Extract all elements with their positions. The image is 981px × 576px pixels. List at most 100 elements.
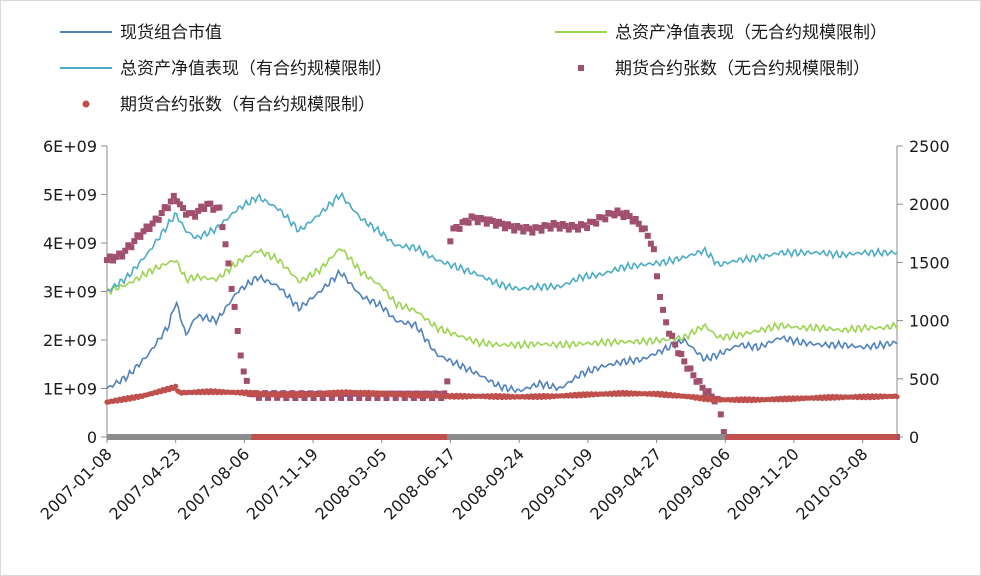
futures-contracts-point xyxy=(471,214,478,221)
futures-contracts-point xyxy=(365,395,372,401)
futures-contracts-point xyxy=(720,429,727,435)
futures-contracts-point xyxy=(699,384,706,391)
futures-contracts-point xyxy=(104,257,110,264)
futures-contracts-point xyxy=(657,294,663,300)
series-1 xyxy=(106,268,898,394)
futures-contracts-point xyxy=(338,395,344,401)
futures-contracts-point xyxy=(189,210,196,217)
zero-band-gray xyxy=(107,434,897,440)
futures-contracts-point xyxy=(666,330,673,337)
futures-contracts-point xyxy=(602,216,609,223)
futures-contracts-point xyxy=(502,225,508,232)
y-tick-label: 2E+09 xyxy=(43,331,97,350)
zero-contracts-band xyxy=(107,434,897,440)
y2-tick-label: 500 xyxy=(909,370,940,389)
futures-contracts-point xyxy=(620,214,627,221)
futures-contracts-point xyxy=(374,395,381,401)
futures-contracts-point xyxy=(508,223,515,230)
futures-contracts-point xyxy=(447,238,454,245)
futures-contracts-point xyxy=(553,221,560,228)
futures-contracts-point xyxy=(201,206,208,212)
y-tick-label: 3E+09 xyxy=(43,283,97,302)
futures-contracts-point xyxy=(161,204,168,211)
futures-contracts-point xyxy=(310,395,317,401)
futures-contracts-point xyxy=(347,395,354,401)
futures-contracts-point xyxy=(453,224,460,230)
futures-contracts-limited-point xyxy=(173,383,179,389)
futures-contracts-point xyxy=(243,377,250,384)
futures-contracts-point xyxy=(152,215,159,222)
futures-contracts-point xyxy=(465,219,472,226)
futures-contracts-point xyxy=(635,220,642,227)
futures-contracts-point xyxy=(195,207,202,214)
legend-swatch-dot xyxy=(82,100,90,108)
futures-contracts-point xyxy=(605,210,612,216)
futures-contracts-point xyxy=(623,209,630,216)
futures-contracts-point xyxy=(517,224,524,231)
futures-contracts-point xyxy=(581,222,587,229)
futures-contracts-point xyxy=(234,328,241,334)
futures-contracts-point xyxy=(499,220,505,227)
futures-contracts-point xyxy=(672,341,679,348)
futures-contracts-point xyxy=(210,206,217,213)
legend-label: 总资产净值表现（有合约规模限制） xyxy=(120,59,392,79)
y-tick-label: 5E+09 xyxy=(43,186,97,205)
legend-entry-4: 期货合约张数（无合约规模限制） xyxy=(578,59,870,79)
futures-contracts-point xyxy=(207,200,214,207)
futures-contracts-point xyxy=(687,365,694,372)
futures-contracts-point xyxy=(684,365,691,372)
futures-contracts-point xyxy=(474,219,481,226)
futures-contracts-point xyxy=(328,395,335,401)
futures-contracts-point xyxy=(641,225,648,232)
futures-contracts-point xyxy=(240,368,247,375)
futures-contracts-point xyxy=(110,257,117,264)
futures-contracts-point xyxy=(146,226,153,232)
y-tick-label: 6E+09 xyxy=(43,137,97,156)
futures-contracts-point xyxy=(222,241,229,248)
futures-contracts-point xyxy=(690,372,697,379)
futures-contracts-point xyxy=(678,351,685,357)
legend-entry-1: 现货组合市值 xyxy=(60,23,222,43)
legend-entry-2: 总资产净值表现（无合约规模限制） xyxy=(555,23,887,43)
futures-contracts-point xyxy=(547,225,554,232)
series-line xyxy=(106,268,898,394)
futures-contracts-point xyxy=(468,213,475,220)
y2-tick-label: 1000 xyxy=(909,312,950,331)
series-line xyxy=(106,247,898,350)
futures-contracts-point xyxy=(541,222,548,229)
futures-contracts-point xyxy=(520,228,527,235)
y-tick-label: 1E+09 xyxy=(43,380,97,399)
futures-contracts-point xyxy=(492,222,499,229)
legend-label: 期货合约张数（无合约规模限制） xyxy=(615,59,870,79)
zero-band-segment-2 xyxy=(725,434,897,440)
legend-entry-3: 总资产净值表现（有合约规模限制） xyxy=(60,59,392,79)
futures-contracts-point xyxy=(164,205,171,212)
futures-contracts-point xyxy=(717,411,724,418)
legend-label: 总资产净值表现（无合约规模限制） xyxy=(615,23,887,43)
futures-contracts-point xyxy=(486,216,493,223)
futures-contracts-point xyxy=(186,210,192,217)
futures-contracts-point xyxy=(696,377,703,384)
futures-contracts-point xyxy=(462,217,469,224)
futures-contracts-point xyxy=(155,216,162,223)
legend: 现货组合市值 总资产净值表现（无合约规模限制） 总资产净值表现（有合约规模限制） 期货… xyxy=(60,23,887,115)
futures-contracts-point xyxy=(526,225,533,232)
futures-contracts-point xyxy=(176,201,183,208)
legend-swatch-square xyxy=(578,65,584,71)
futures-contracts-point xyxy=(663,319,670,326)
futures-contracts-point xyxy=(158,210,165,216)
futures-contracts-point xyxy=(192,213,199,220)
series-2 xyxy=(106,247,898,350)
futures-contracts-point xyxy=(587,218,594,225)
futures-contracts-point xyxy=(617,210,624,217)
futures-contracts-point xyxy=(231,303,238,310)
futures-contracts-point xyxy=(654,273,660,280)
futures-contracts-point xyxy=(122,247,129,254)
futures-contracts-point xyxy=(675,350,682,357)
futures-contracts-point xyxy=(562,223,569,229)
futures-contracts-point xyxy=(140,228,147,235)
y2-tick-label: 1500 xyxy=(909,253,950,272)
futures-contracts-point xyxy=(532,224,539,231)
futures-contracts-point xyxy=(647,240,654,247)
